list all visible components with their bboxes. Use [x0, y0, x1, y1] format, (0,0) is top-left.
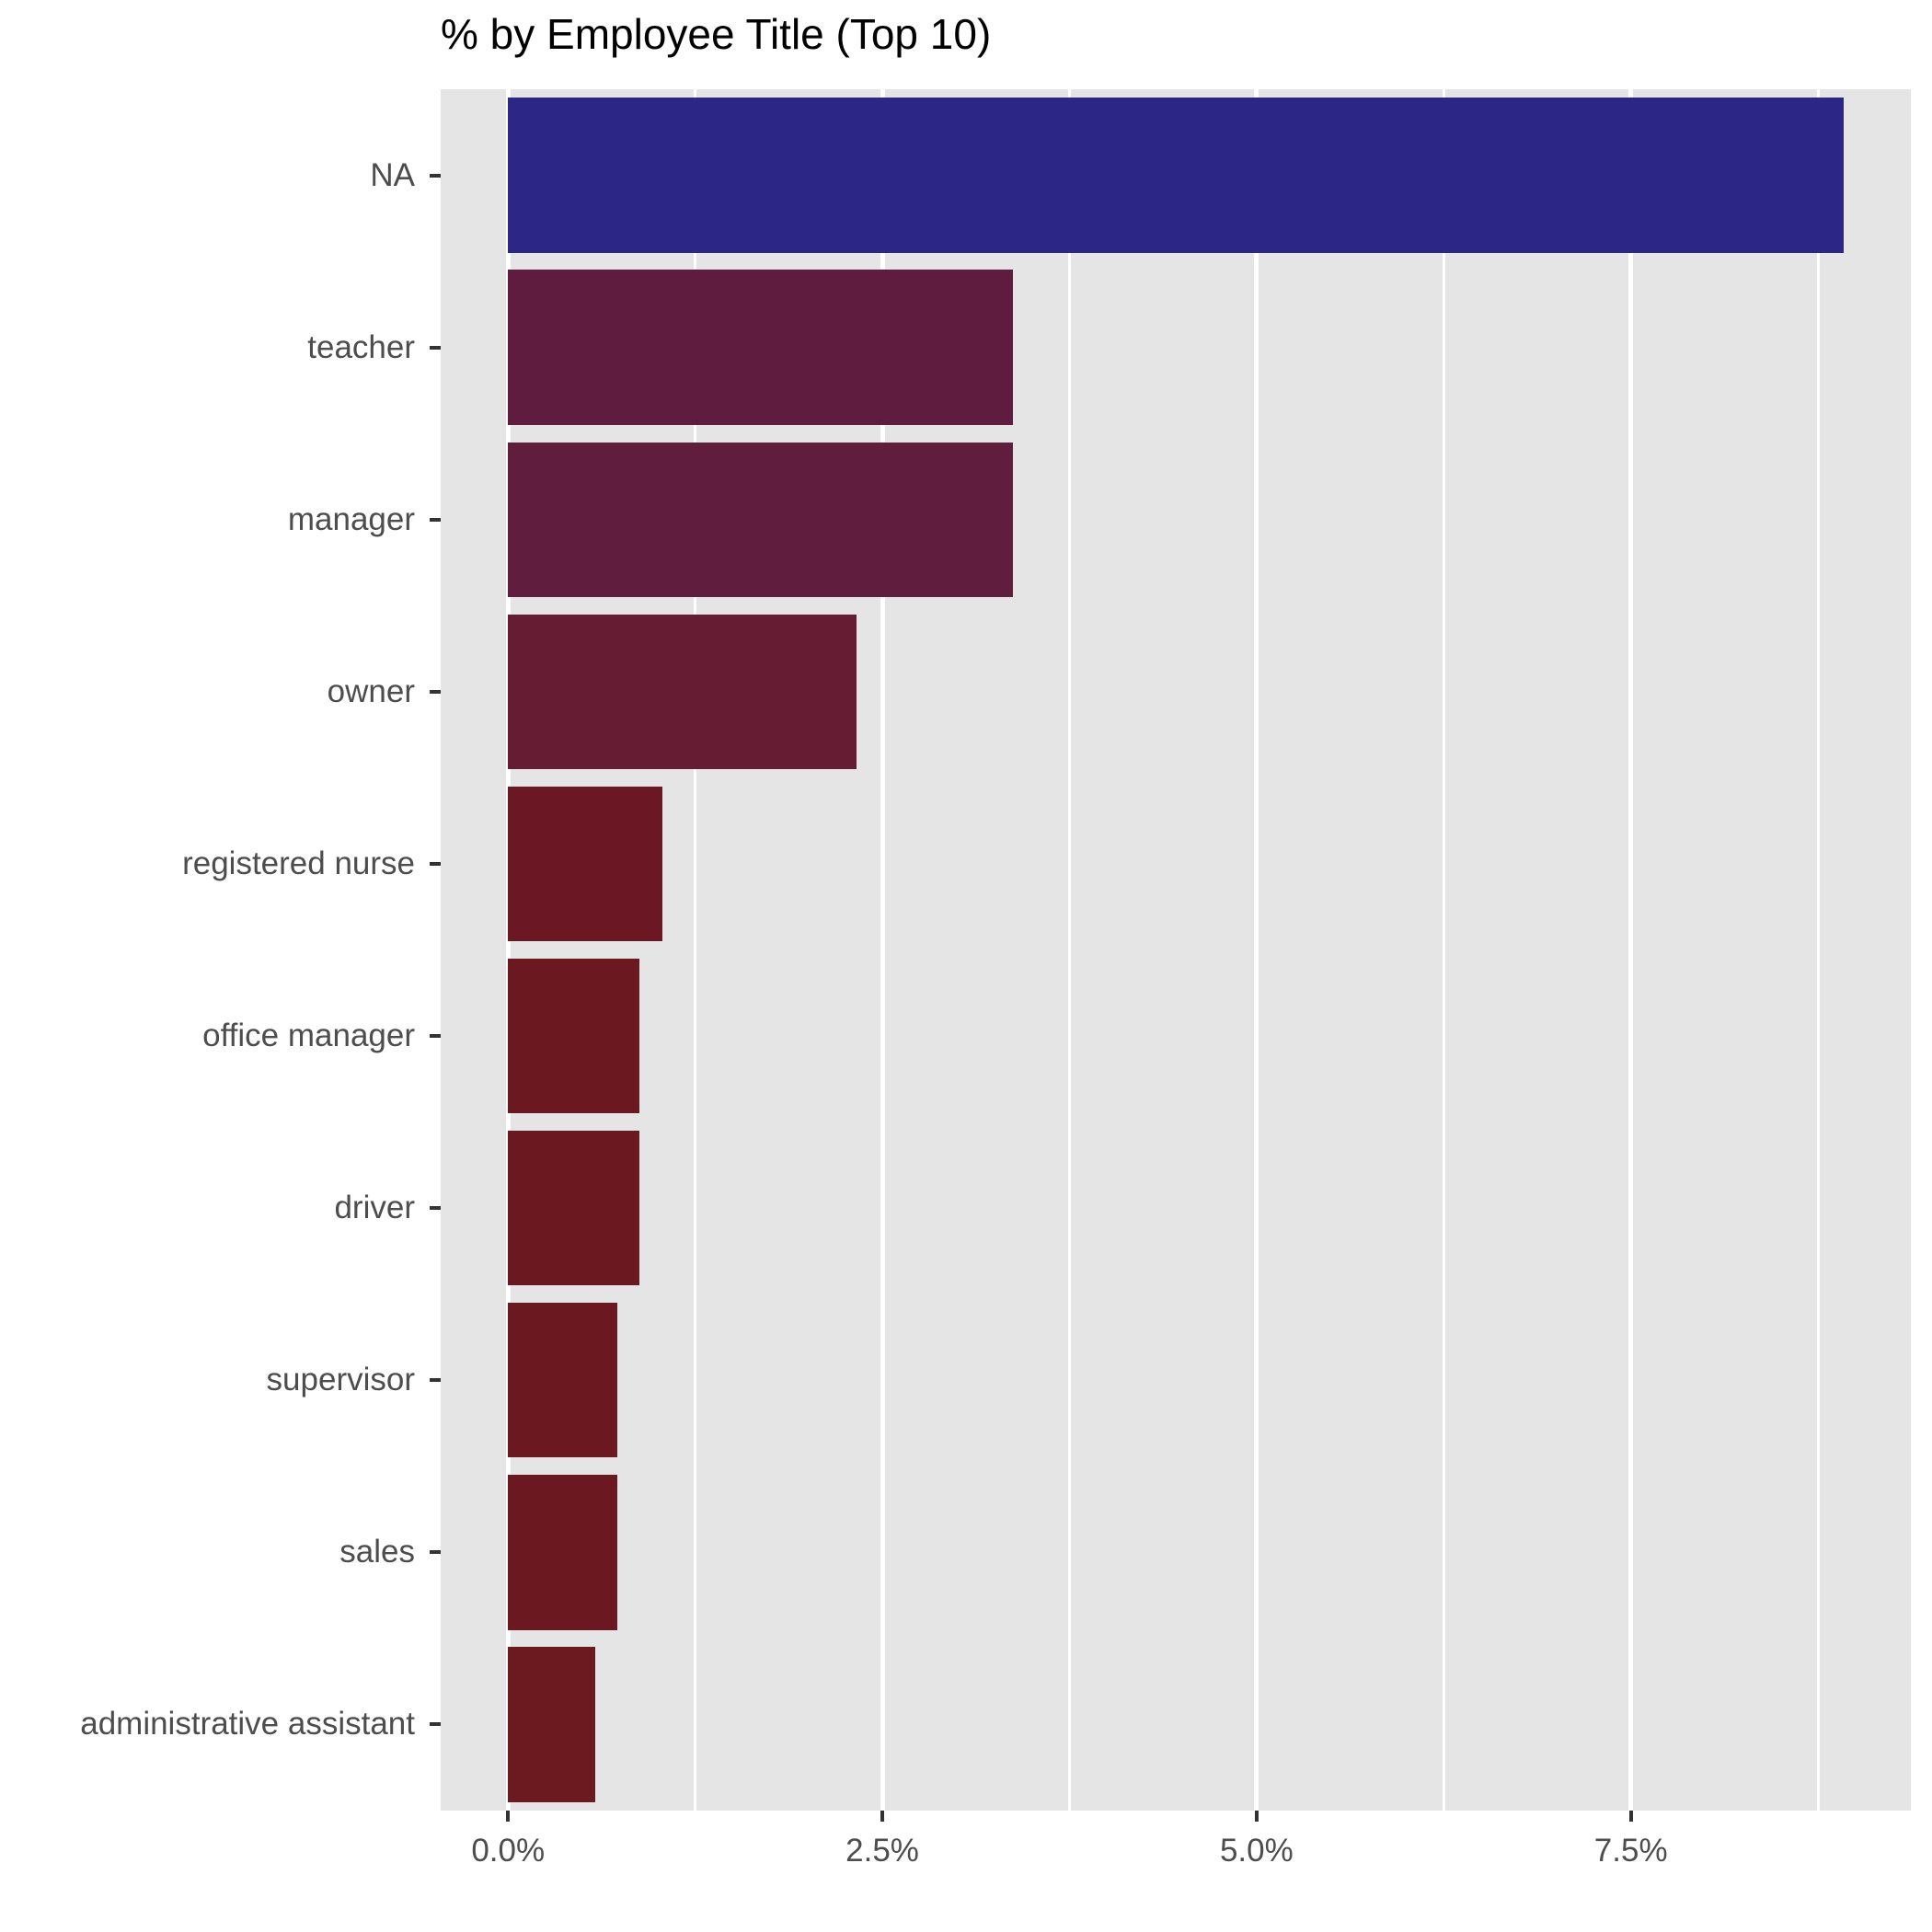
- minor-gridline: [1067, 89, 1071, 1811]
- bar-driver: [508, 1130, 640, 1286]
- major-gridline: [1254, 89, 1259, 1811]
- y-tick-mark: [430, 1206, 441, 1211]
- bar-registered-nurse: [508, 786, 662, 942]
- y-axis-label: supervisor: [266, 1362, 415, 1398]
- x-tick-mark: [506, 1811, 511, 1822]
- major-gridline: [1628, 89, 1634, 1811]
- x-axis-label: 5.0%: [1219, 1833, 1294, 1869]
- major-gridline: [880, 89, 885, 1811]
- y-axis-label: office manager: [202, 1018, 415, 1054]
- y-tick-mark: [430, 173, 441, 178]
- minor-gridline: [694, 89, 697, 1811]
- x-axis-label: 7.5%: [1593, 1833, 1668, 1869]
- y-axis-label: administrative assistant: [80, 1706, 415, 1742]
- x-axis-label: 0.0%: [471, 1833, 546, 1869]
- y-tick-mark: [430, 345, 441, 350]
- y-axis-label: sales: [339, 1534, 415, 1570]
- y-tick-mark: [430, 1378, 441, 1383]
- x-tick-mark: [1628, 1811, 1633, 1822]
- bar-manager: [508, 442, 1013, 597]
- bar-office-manager: [508, 958, 640, 1114]
- y-tick-mark: [430, 689, 441, 694]
- y-axis-label: registered nurse: [182, 845, 415, 881]
- bar-na: [508, 98, 1844, 253]
- bar-owner: [508, 614, 857, 770]
- bar-supervisor: [508, 1303, 617, 1458]
- chart-title: % by Employee Title (Top 10): [441, 10, 992, 58]
- y-tick-mark: [430, 517, 441, 522]
- bar-administrative-assistant: [508, 1647, 595, 1802]
- y-axis-label: driver: [334, 1190, 415, 1226]
- y-axis-label: NA: [370, 156, 415, 193]
- bar-sales: [508, 1475, 617, 1630]
- bar-teacher: [508, 270, 1013, 425]
- x-tick-mark: [1254, 1811, 1259, 1822]
- plot-panel: [441, 89, 1911, 1811]
- y-axis-label: owner: [327, 673, 415, 709]
- y-tick-mark: [430, 1550, 441, 1555]
- y-tick-mark: [430, 1722, 441, 1727]
- y-tick-mark: [430, 861, 441, 866]
- y-axis-label: teacher: [307, 328, 415, 365]
- y-tick-mark: [430, 1034, 441, 1039]
- minor-gridline: [1442, 89, 1445, 1811]
- major-gridline: [505, 89, 511, 1811]
- x-axis-label: 2.5%: [845, 1833, 919, 1869]
- minor-gridline: [1816, 89, 1820, 1811]
- x-tick-mark: [880, 1811, 885, 1822]
- y-axis-label: manager: [287, 500, 415, 537]
